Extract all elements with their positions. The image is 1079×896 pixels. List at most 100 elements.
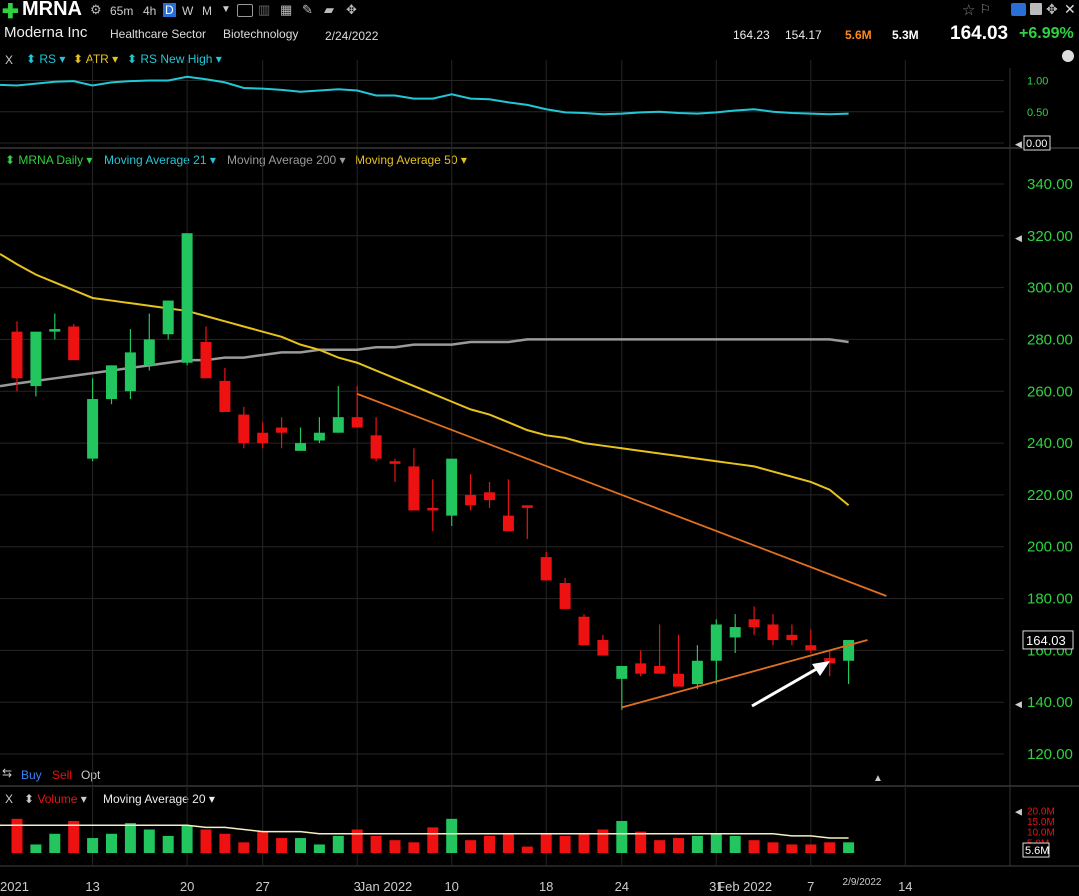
rs-panel-header: X ⬍ RS ▾ ⬍ ATR ▾ ⬍ RS New High ▾ [0, 50, 1079, 68]
candle-body [87, 399, 99, 459]
volume-bar [729, 835, 741, 853]
ma50-indicator[interactable]: Moving Average 50 ▾ [355, 153, 467, 167]
volume-bar [427, 827, 439, 853]
moving-averages [0, 253, 850, 507]
volume-bar [124, 823, 136, 853]
reorder-icon: ⬍ [127, 52, 141, 66]
last-price-tag [1022, 630, 1074, 650]
x-axis-label: Feb 2022 [717, 879, 772, 894]
price-tick-label: 200.00 [1027, 539, 1073, 556]
move-icon[interactable]: ✥ [1046, 1, 1058, 17]
bar-chart-icon[interactable]: ▥ [258, 2, 271, 17]
sector-label[interactable]: Healthcare Sector [110, 27, 207, 41]
trendline [356, 393, 887, 597]
comment-icon[interactable]: ▰ [324, 2, 334, 17]
volume-bar [824, 842, 836, 853]
rs-close-button[interactable]: X [5, 53, 14, 67]
volume-bar [673, 838, 684, 853]
candle-body [786, 634, 798, 641]
volume-tick-label: 20.0M [1027, 806, 1055, 817]
atr-indicator-label: ATR [85, 52, 109, 66]
volume-bar [389, 840, 401, 853]
volume-value: 5.6M [845, 28, 872, 42]
rs-new-high-indicator[interactable]: ⬍ RS New High ▾ [127, 52, 222, 66]
annotation-arrow-shaft [751, 665, 821, 708]
volume-bar [502, 833, 514, 853]
rs-indicator[interactable]: ⬍ RS ▾ [26, 52, 66, 66]
candle-body [124, 352, 136, 392]
price-tick-label: 180.00 [1027, 591, 1073, 608]
candle-body [332, 417, 344, 433]
volume-ma-indicator[interactable]: Moving Average 20 ▾ [103, 792, 215, 806]
volume-bar [597, 829, 609, 853]
close-chart-icon[interactable]: ✕ [1064, 1, 1076, 17]
interval-65m[interactable]: 65m [110, 4, 134, 18]
ma200-indicator[interactable]: Moving Average 200 ▾ [227, 153, 346, 167]
interval-dropdown-icon[interactable]: ▼ [221, 4, 231, 15]
price-tick-label: 120.00 [1027, 746, 1073, 763]
volume-bar [238, 842, 250, 853]
s-plus-icon[interactable] [1011, 3, 1026, 16]
annotation-arrow-head [812, 661, 830, 676]
volume-label: Volume [37, 792, 78, 806]
favorite-star-icon[interactable]: ☆ [962, 2, 976, 19]
symbol-label[interactable]: MRNA [22, 0, 82, 20]
interval-weekly[interactable]: W [182, 4, 194, 18]
volume-bar [408, 842, 420, 853]
volume-bar [11, 818, 23, 853]
interval-daily[interactable]: D [163, 3, 176, 17]
volume-bar [200, 829, 212, 853]
rs-line [0, 75, 849, 116]
industry-label[interactable]: Biotechnology [223, 27, 299, 41]
panel-settings-icon[interactable] [1062, 50, 1074, 62]
trade-icon[interactable]: ⇆ [2, 766, 13, 780]
volume-bar [162, 835, 174, 853]
candle-body [370, 435, 382, 459]
interval-monthly[interactable]: M [202, 4, 212, 18]
candle-body [68, 326, 80, 361]
low-value: 154.17 [785, 28, 822, 42]
chart-type-icon[interactable] [237, 4, 253, 17]
volume-indicator[interactable]: ⬍ Volume ▾ [24, 792, 87, 806]
options-button[interactable]: Opt [81, 768, 101, 782]
volume-bar [767, 842, 779, 853]
volume-bar [786, 844, 798, 853]
interval-4h[interactable]: 4h [143, 4, 157, 18]
draw-pencil-icon[interactable]: ✎ [302, 2, 313, 17]
candle-body [691, 660, 703, 685]
volume-bar [521, 846, 533, 853]
atr-indicator[interactable]: ⬍ ATR ▾ [73, 52, 119, 66]
scroll-up-icon: ▲ [873, 773, 883, 784]
candle-body [502, 515, 514, 532]
volume-bar [748, 840, 760, 853]
avg-volume-value: 5.3M [892, 28, 919, 42]
add-symbol-icon[interactable]: ✚ [2, 1, 19, 23]
cursor-date-label: 2/9/2022 [843, 877, 882, 888]
sell-button[interactable]: Sell [52, 768, 73, 782]
chart-settings-icon[interactable]: ⚙ [90, 2, 102, 17]
candle-body [805, 645, 817, 651]
ma50-label: Moving Average 50 [355, 153, 458, 167]
candle-body [238, 414, 250, 444]
annotations [751, 661, 830, 708]
candle-body [578, 616, 590, 646]
ma21-indicator[interactable]: Moving Average 21 ▾ [104, 153, 216, 167]
trade-buttons: ⇆ Buy Sell Opt [0, 766, 200, 784]
calculator-icon[interactable]: ▦ [280, 2, 293, 17]
axis-marker: ◀ [1015, 233, 1022, 243]
price-series-indicator[interactable]: ⬍ MRNA Daily ▾ [5, 153, 93, 167]
save-icon[interactable] [1030, 3, 1042, 15]
volume-bar [143, 829, 155, 853]
share-icon[interactable]: ✥ [346, 2, 357, 17]
realtime-flag-icon[interactable]: ⚐ [980, 2, 991, 16]
company-name: Moderna Inc [4, 24, 88, 41]
volume-close-button[interactable]: X [5, 792, 14, 806]
symbol-info-bar: Moderna Inc Healthcare Sector Biotechnol… [0, 22, 1079, 46]
volume-bar [68, 820, 80, 853]
buy-button[interactable]: Buy [21, 768, 42, 782]
candle-body [181, 233, 193, 363]
volume-bar [295, 838, 306, 853]
rs-new-high-label: RS New High [140, 52, 213, 66]
ma21-label: Moving Average 21 [104, 153, 207, 167]
